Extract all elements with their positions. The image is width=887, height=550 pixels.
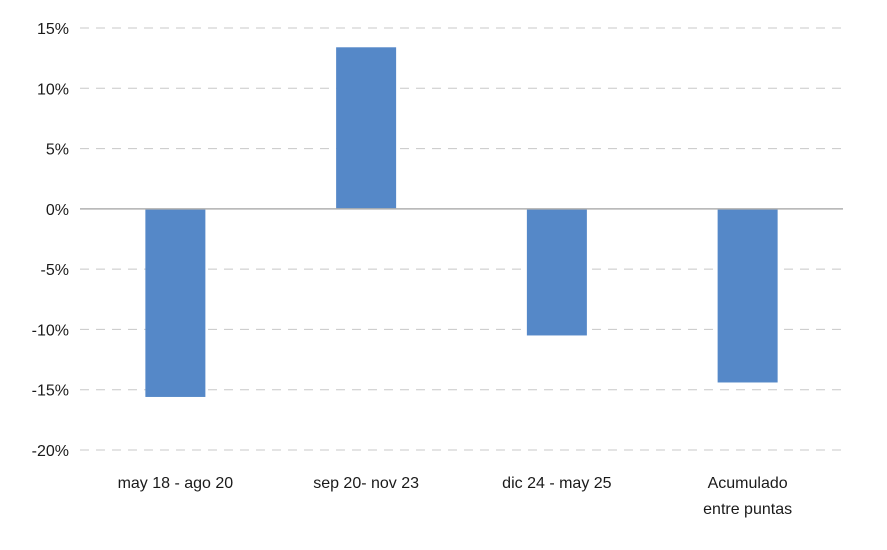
x-category-label: dic 24 - may 25 bbox=[502, 475, 611, 492]
y-tick-label: -20% bbox=[32, 443, 69, 460]
x-category-label: Acumulado entre puntas bbox=[703, 475, 792, 518]
x-axis-category-labels: may 18 - ago 20 sep 20- nov 23 dic 24 - ma… bbox=[118, 475, 793, 518]
x-category-label-line: sep 20- nov 23 bbox=[313, 475, 419, 492]
bar bbox=[526, 208, 587, 336]
bars bbox=[145, 47, 778, 397]
y-tick-label: 5% bbox=[46, 142, 69, 159]
y-tick-label: 0% bbox=[46, 202, 69, 219]
y-tick-label: -10% bbox=[32, 322, 69, 339]
y-tick-label: -5% bbox=[41, 262, 69, 279]
y-axis-tick-labels: 15% 10% 5% 0% -5% -10% -15% -20% bbox=[32, 21, 69, 460]
y-tick-label: 10% bbox=[37, 81, 69, 98]
bar bbox=[336, 47, 397, 209]
x-category-label: sep 20- nov 23 bbox=[313, 475, 419, 492]
x-category-label: may 18 - ago 20 bbox=[118, 475, 234, 492]
x-category-label-line: Acumulado bbox=[708, 475, 788, 492]
bar bbox=[145, 208, 206, 397]
bar bbox=[717, 208, 778, 383]
x-category-label-line: may 18 - ago 20 bbox=[118, 475, 234, 492]
x-category-label-line: dic 24 - may 25 bbox=[502, 475, 611, 492]
x-category-label-line: entre puntas bbox=[703, 501, 792, 518]
y-tick-label: -15% bbox=[32, 383, 69, 400]
y-tick-label: 15% bbox=[37, 21, 69, 38]
